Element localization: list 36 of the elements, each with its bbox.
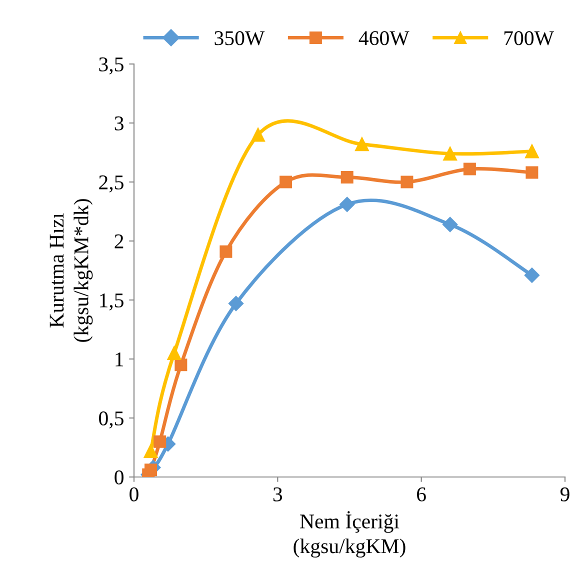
y-tick-label: 1	[116, 352, 124, 366]
x-tick-label: 3	[273, 487, 282, 502]
y-tick-label: 3,5	[99, 57, 124, 74]
x-tick-label: 0	[130, 487, 138, 502]
y-tick-label: 0,5	[99, 411, 124, 428]
point	[228, 296, 244, 312]
y-tick-label: 2,5	[99, 175, 124, 192]
point	[144, 464, 158, 476]
point	[167, 346, 182, 360]
point	[524, 268, 540, 283]
y-axis-title: Kurutma Hızı (kgsu/kgKM*dk)	[50, 199, 93, 342]
y-tick-label: 3	[114, 116, 124, 130]
point	[525, 144, 539, 158]
point	[174, 358, 188, 372]
y-tick-label: 2	[114, 234, 124, 248]
point	[340, 171, 354, 184]
x-axis-title: Nem İçeriği (kgsu/kgKM)	[294, 511, 406, 558]
legend-label: 460W	[358, 31, 410, 46]
point	[400, 176, 414, 188]
x-tick-label: 9	[560, 487, 570, 502]
point	[144, 444, 158, 458]
y-tick-label: 0	[114, 470, 124, 484]
x-tick-label: 6	[417, 487, 426, 502]
point	[463, 162, 476, 176]
legend-label: 350W	[214, 31, 265, 46]
point	[442, 216, 458, 232]
point	[355, 137, 369, 152]
point	[154, 435, 166, 448]
point	[443, 146, 458, 161]
point	[526, 166, 538, 179]
point	[280, 176, 292, 188]
point	[220, 245, 232, 258]
point	[251, 128, 265, 142]
legend-label: 700W	[504, 31, 554, 46]
y-tick-label: 1,5	[100, 293, 124, 310]
point	[340, 196, 355, 212]
